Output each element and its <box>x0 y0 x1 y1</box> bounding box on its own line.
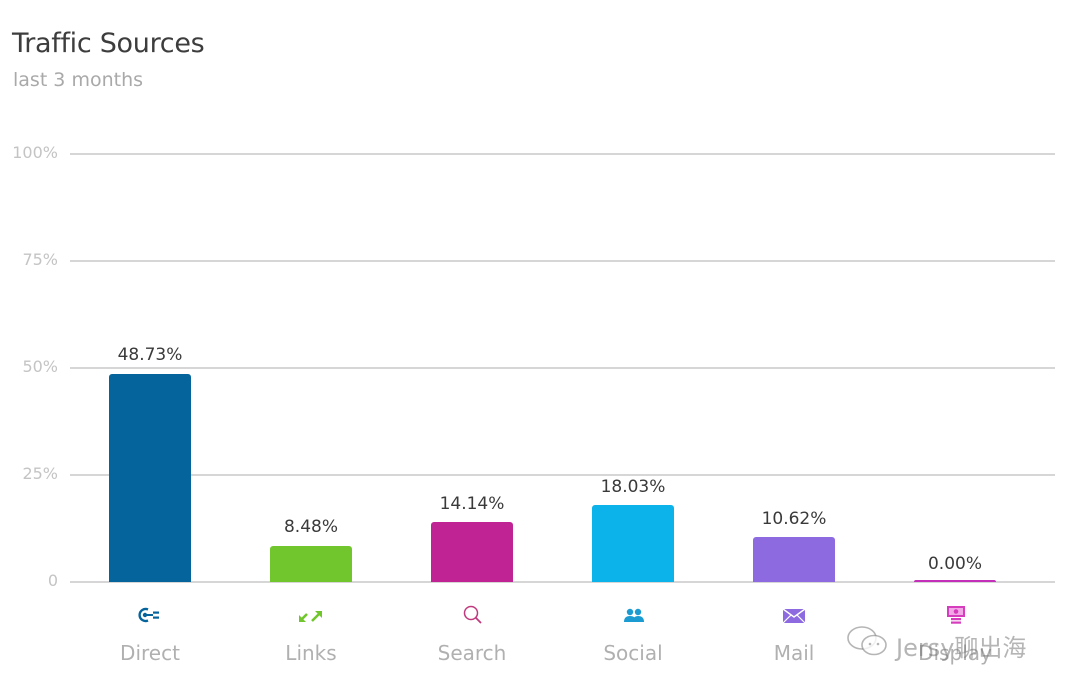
y-tick-50: 50% <box>22 357 58 376</box>
category-label-direct: Direct <box>120 641 180 665</box>
direct-icon <box>135 603 165 627</box>
search-icon <box>458 603 488 627</box>
gridline-50 <box>70 367 1055 369</box>
bar-value-search: 14.14% <box>439 494 505 514</box>
social-icon <box>619 604 649 628</box>
y-tick-100: 100% <box>12 143 58 162</box>
bar-search[interactable] <box>431 522 513 582</box>
bar-value-mail: 10.62% <box>761 509 827 529</box>
category-label-search: Search <box>437 641 507 665</box>
y-tick-25: 25% <box>22 464 58 483</box>
bar-value-links: 8.48% <box>283 517 338 537</box>
watermark: Jersy聊出海 <box>846 624 1026 666</box>
bar-value-direct: 48.73% <box>117 345 183 365</box>
bar-display[interactable] <box>914 580 996 582</box>
bar-value-display: 0.00% <box>927 554 982 574</box>
wechat-icon <box>846 624 890 666</box>
bar-mail[interactable] <box>753 537 835 582</box>
y-tick-75: 75% <box>22 250 58 269</box>
chart-subtitle: last 3 months <box>13 69 144 91</box>
mail-icon <box>779 604 809 628</box>
y-tick-0: 0 <box>47 571 58 590</box>
category-label-mail: Mail <box>773 641 815 665</box>
display-icon <box>941 603 971 627</box>
category-label-display: Display <box>918 641 992 665</box>
bar-value-social: 18.03% <box>600 477 666 497</box>
bar-links[interactable] <box>270 546 352 582</box>
category-label-links: Links <box>285 641 337 665</box>
chart-title: Traffic Sources <box>12 28 205 59</box>
gridline-75 <box>70 260 1055 262</box>
bar-direct[interactable] <box>109 374 191 582</box>
gridline-25 <box>70 474 1055 476</box>
bar-social[interactable] <box>592 505 674 582</box>
links-icon <box>296 604 326 628</box>
baseline <box>70 581 1055 583</box>
watermark-text: Jersy聊出海 <box>896 633 1027 662</box>
category-label-social: Social <box>603 641 663 665</box>
gridline-100 <box>70 153 1055 155</box>
